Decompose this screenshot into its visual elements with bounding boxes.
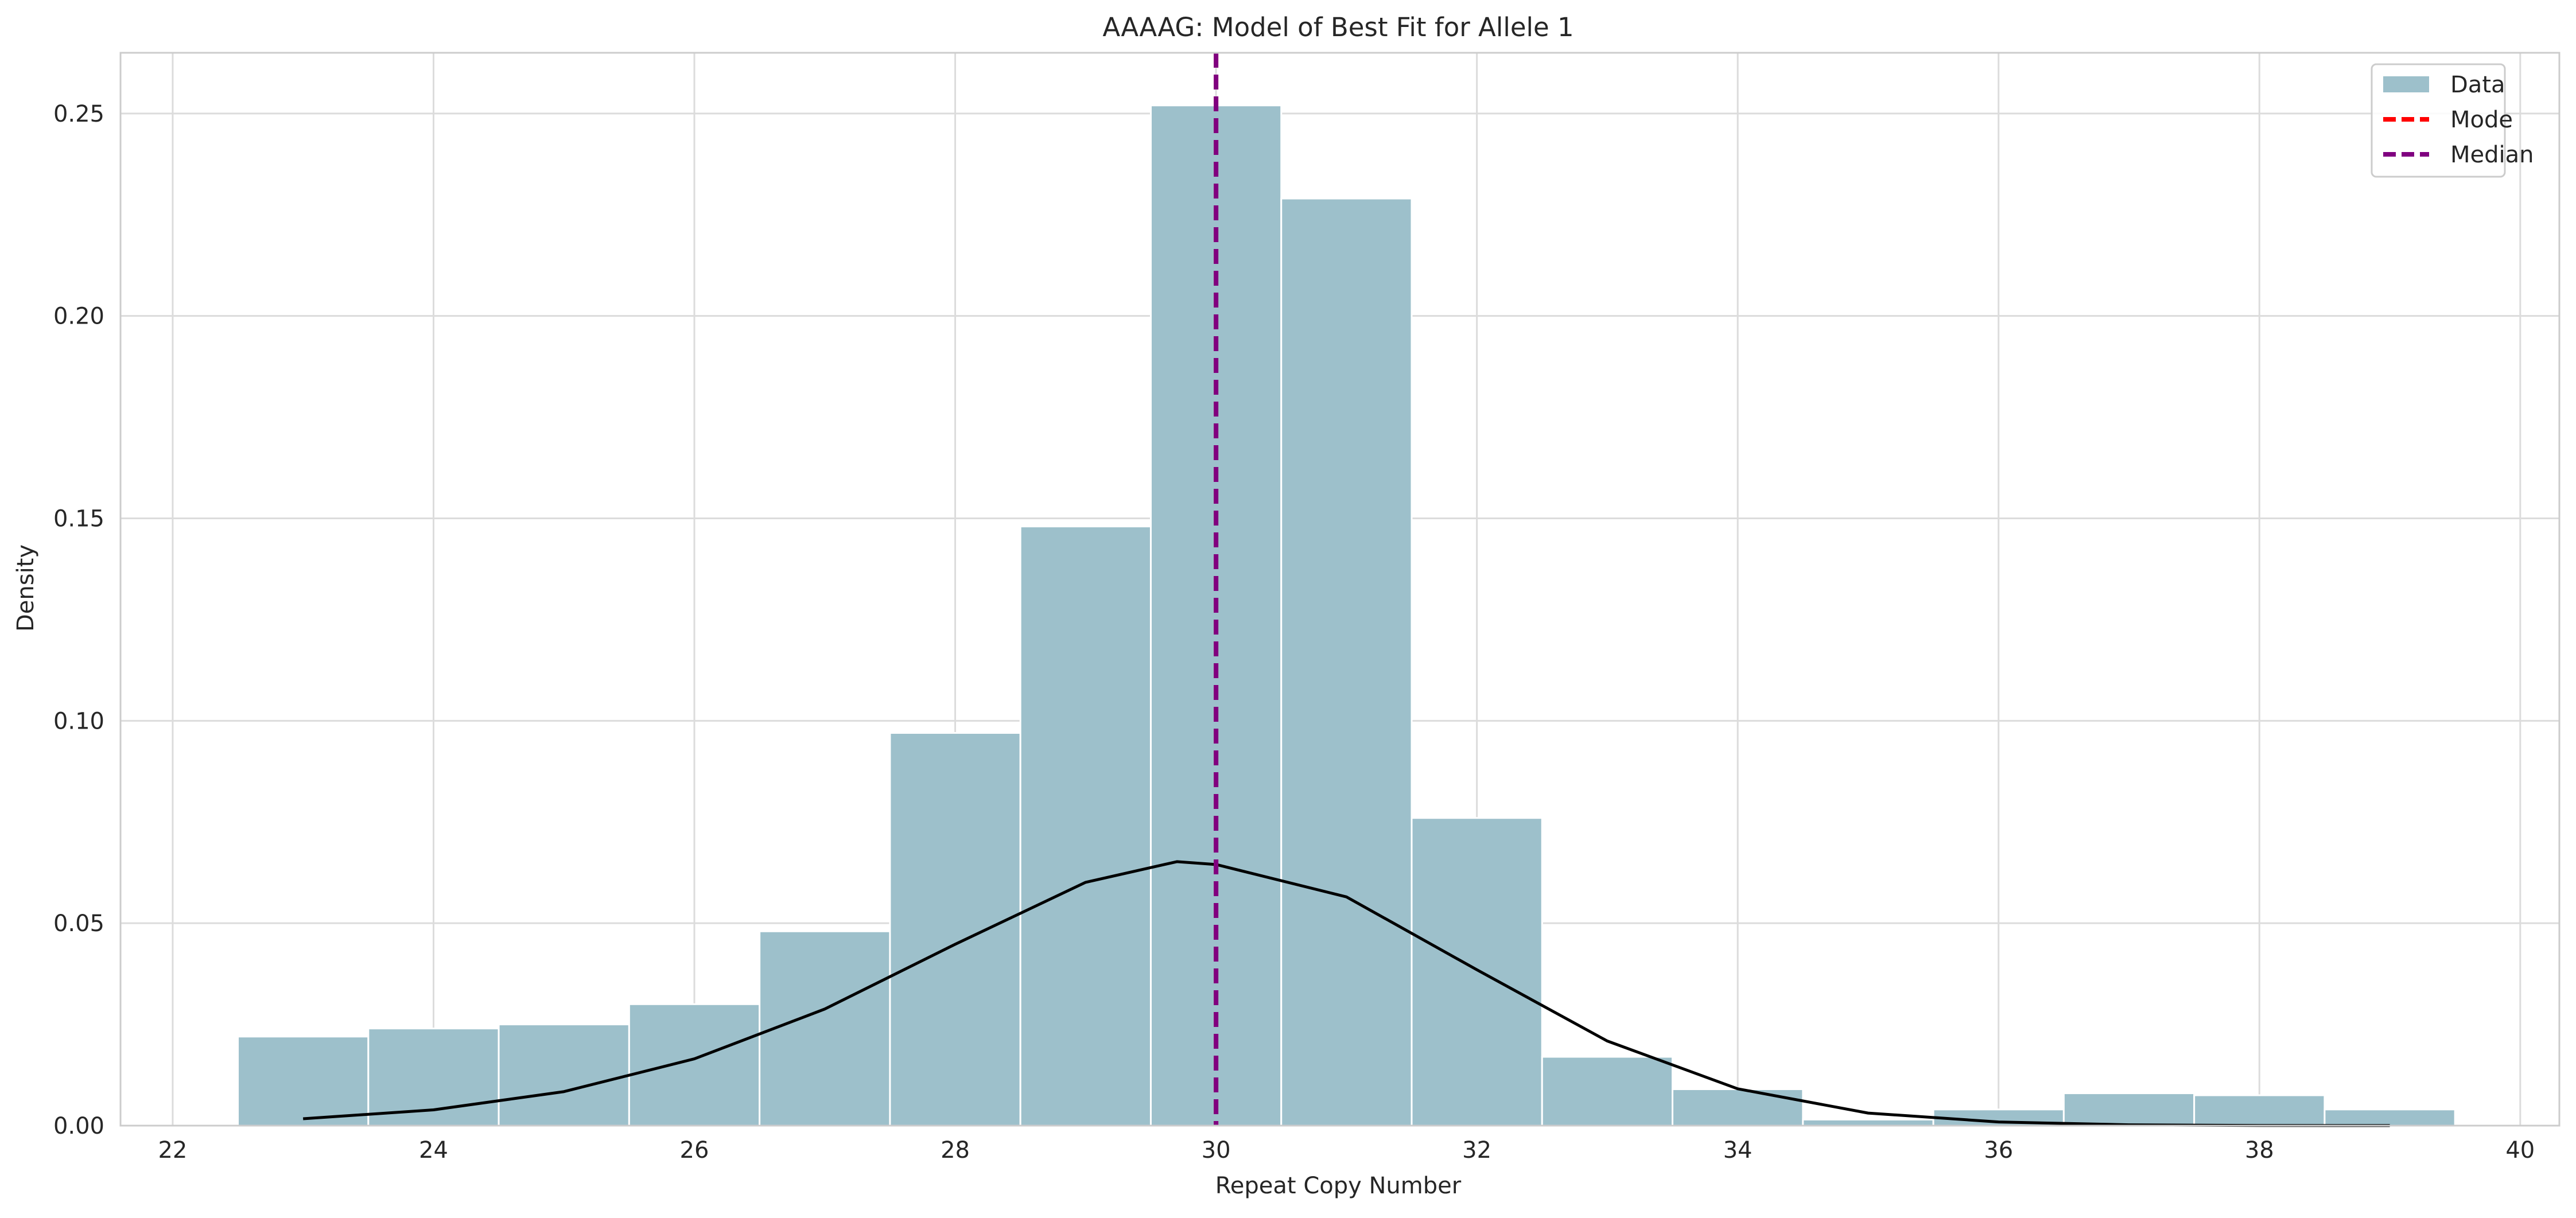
histogram-bar [1019,526,1152,1127]
histogram-bar [237,1036,370,1127]
x-tick-label: 38 [2245,1137,2274,1163]
x-tick-label: 32 [1462,1137,1491,1163]
legend-median-label: Median [2450,142,2534,168]
legend-data-label: Data [2450,72,2505,98]
histogram-bar [1672,1088,1804,1127]
y-tick-label: 0.00 [53,1113,104,1139]
legend-mode-label: Mode [2450,107,2513,133]
plot-lines [303,53,2390,1127]
tick-labels: 22 24 26 28 30 32 34 36 38 40 0.00 0.05 0.10 0.15 0.20… [53,101,2535,1163]
chart-title: AAAAG: Model of Best Fit for Allele 1 [1102,12,1573,42]
legend-data-swatch [2383,76,2429,92]
fitted-curve [303,860,2390,1127]
y-tick-label: 0.20 [53,303,104,330]
histogram-bar [498,1024,630,1127]
y-tick-label: 0.15 [53,506,104,532]
histogram-bar [2324,1108,2456,1127]
x-tick-label: 28 [941,1137,970,1163]
x-tick-label: 24 [419,1137,448,1163]
histogram-bar [2193,1094,2326,1127]
histogram-bar [2062,1092,2196,1127]
x-tick-label: 22 [158,1137,187,1163]
histogram-bar [1411,817,1543,1127]
histogram-bar [889,732,1021,1127]
histogram-bar [759,930,891,1127]
x-tick-label: 40 [2505,1137,2535,1163]
histogram-bar [628,1003,761,1127]
axes-frame [119,52,2561,1127]
histogram-bar [1802,1118,1934,1127]
y-tick-label: 0.05 [53,910,104,937]
histogram-bar [1280,197,1413,1127]
histogram-bar [1541,1056,1674,1127]
x-axis-label: Repeat Copy Number [1215,1173,1462,1199]
y-tick-label: 0.25 [53,101,104,127]
x-tick-label: 36 [1984,1137,2013,1163]
y-axis-label: Density [13,544,39,632]
y-tick-label: 0.10 [53,708,104,734]
x-tick-label: 30 [1202,1137,1231,1163]
x-tick-label: 34 [1723,1137,1753,1163]
legend: Data Mode Median [2371,63,2534,178]
x-tick-label: 26 [680,1137,709,1163]
